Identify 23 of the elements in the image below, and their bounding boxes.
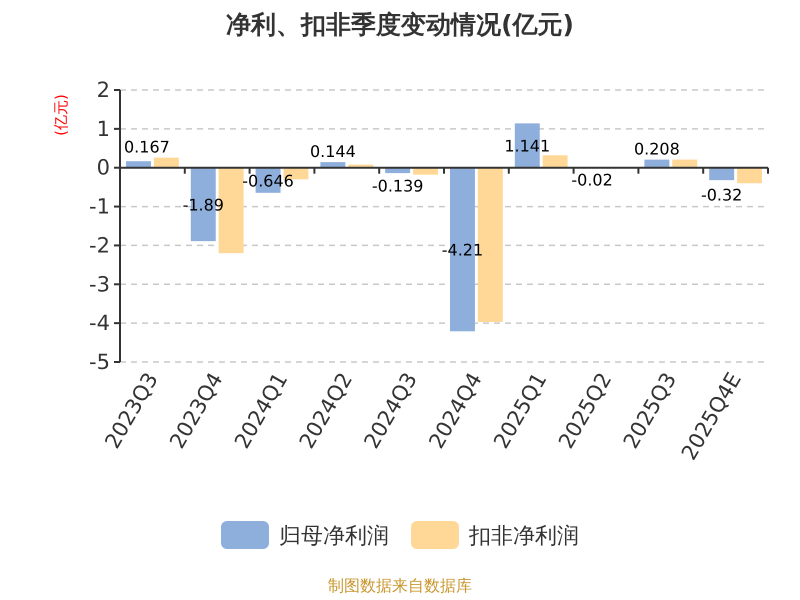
data-label: -1.89: [182, 195, 224, 214]
y-tick-label: -4: [89, 311, 110, 336]
data-label: -0.32: [700, 185, 742, 204]
text: 制图数据来自数据库: [328, 576, 472, 595]
data-label: 0.208: [634, 140, 680, 159]
y-tick-label: -2: [89, 233, 110, 258]
legend-label: 扣非净利润: [468, 524, 579, 549]
data-label: 0.144: [310, 142, 356, 162]
y-axis-title: (亿元): [52, 94, 70, 136]
data-label: -0.139: [372, 176, 424, 196]
chart-title: 净利、扣非季度变动情况(亿元): [226, 10, 574, 39]
data-label: -4.21: [442, 240, 484, 260]
data-label: -0.646: [242, 171, 294, 190]
y-tick-label: -3: [89, 272, 110, 296]
data-label: 0.167: [124, 138, 170, 157]
y-tick-label: 2: [96, 78, 110, 102]
data-label: 1.141: [504, 136, 550, 156]
legend-label: 归母净利润: [279, 524, 389, 549]
y-tick-label: -1: [89, 194, 110, 219]
data-label: -0.02: [571, 170, 613, 190]
y-tick-label: 1: [96, 116, 110, 141]
y-tick-label: 0: [96, 156, 110, 180]
y-tick-label: -5: [89, 350, 110, 374]
